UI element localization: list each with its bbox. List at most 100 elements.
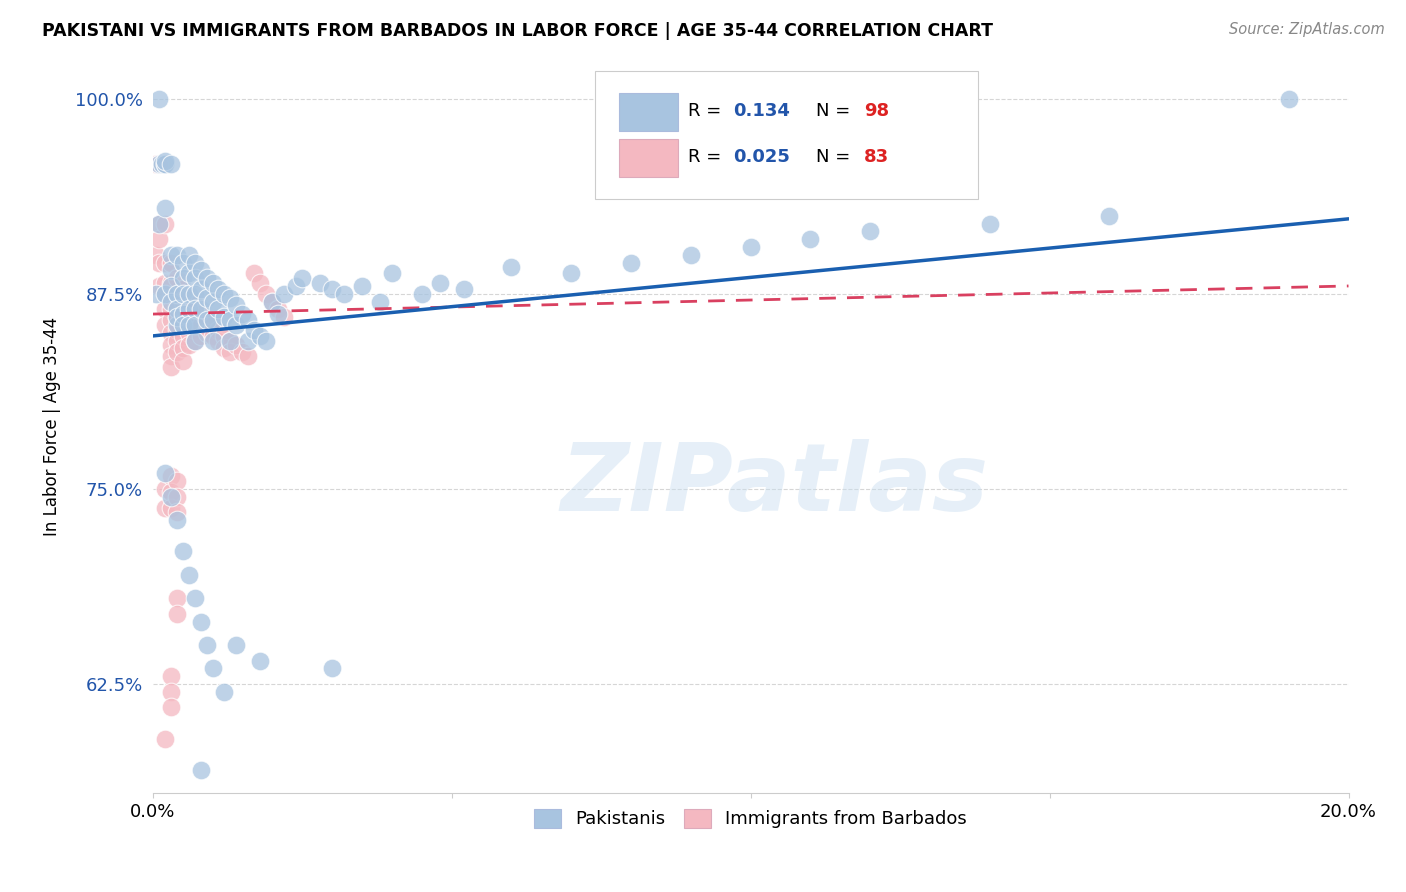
- Point: [183, 286, 205, 301]
- Point: [190, 282, 212, 296]
- Point: [190, 302, 212, 317]
- Point: [207, 282, 229, 296]
- Point: [159, 338, 181, 352]
- Point: [859, 224, 882, 238]
- Point: [177, 326, 200, 340]
- Point: [159, 302, 181, 317]
- Point: [166, 505, 188, 519]
- Point: [249, 329, 271, 343]
- Point: [153, 255, 176, 269]
- Point: [159, 157, 181, 171]
- Point: [243, 323, 266, 337]
- Point: [195, 638, 218, 652]
- Point: [172, 354, 194, 368]
- Point: [172, 342, 194, 356]
- Point: [219, 334, 242, 348]
- Text: 98: 98: [865, 102, 890, 120]
- Point: [177, 318, 200, 332]
- Point: [172, 544, 194, 558]
- Point: [166, 323, 188, 337]
- Point: [350, 279, 373, 293]
- Point: [153, 157, 176, 171]
- Point: [560, 267, 582, 281]
- Point: [254, 334, 277, 348]
- Point: [166, 513, 188, 527]
- Point: [153, 217, 176, 231]
- FancyBboxPatch shape: [619, 93, 678, 131]
- Point: [183, 334, 205, 348]
- Point: [159, 700, 181, 714]
- Point: [195, 271, 218, 285]
- Point: [453, 282, 475, 296]
- Point: [159, 292, 181, 306]
- Point: [183, 591, 205, 606]
- Point: [148, 255, 170, 269]
- Point: [273, 310, 295, 325]
- FancyBboxPatch shape: [595, 70, 977, 199]
- Point: [620, 255, 643, 269]
- Point: [145, 286, 167, 301]
- Point: [195, 326, 218, 340]
- Point: [225, 638, 247, 652]
- Point: [262, 294, 284, 309]
- Point: [201, 276, 224, 290]
- Point: [201, 334, 224, 348]
- Point: [201, 329, 224, 343]
- Point: [166, 318, 188, 332]
- Point: [195, 313, 218, 327]
- Point: [190, 318, 212, 332]
- Point: [150, 157, 173, 171]
- Text: R =: R =: [689, 102, 727, 120]
- Point: [799, 232, 821, 246]
- Point: [148, 217, 170, 231]
- Point: [1278, 92, 1301, 106]
- Point: [231, 344, 253, 359]
- Point: [159, 263, 181, 277]
- Point: [148, 279, 170, 293]
- Point: [153, 157, 176, 171]
- Point: [321, 661, 343, 675]
- Point: [159, 469, 181, 483]
- Point: [219, 292, 242, 306]
- Point: [214, 329, 236, 343]
- Point: [201, 661, 224, 675]
- Point: [177, 267, 200, 281]
- Point: [172, 318, 194, 332]
- Point: [183, 323, 205, 337]
- Point: [172, 282, 194, 296]
- Point: [145, 157, 167, 171]
- Point: [153, 467, 176, 481]
- Point: [1098, 209, 1121, 223]
- Point: [231, 307, 253, 321]
- Point: [368, 294, 391, 309]
- Text: 0.134: 0.134: [733, 102, 790, 120]
- Point: [159, 685, 181, 699]
- Point: [159, 276, 181, 290]
- Point: [429, 276, 451, 290]
- Point: [225, 338, 247, 352]
- Point: [150, 157, 173, 171]
- Text: N =: N =: [817, 102, 851, 120]
- Point: [159, 248, 181, 262]
- Point: [254, 286, 277, 301]
- Point: [166, 474, 188, 488]
- Point: [979, 217, 1001, 231]
- Point: [225, 318, 247, 332]
- Point: [273, 286, 295, 301]
- Point: [159, 500, 181, 515]
- Point: [159, 349, 181, 363]
- Point: [333, 286, 356, 301]
- Point: [172, 329, 194, 343]
- Point: [190, 329, 212, 343]
- Point: [190, 307, 212, 321]
- FancyBboxPatch shape: [619, 139, 678, 177]
- Point: [225, 298, 247, 312]
- Point: [214, 685, 236, 699]
- Point: [166, 591, 188, 606]
- Point: [166, 248, 188, 262]
- Point: [153, 154, 176, 169]
- Point: [148, 157, 170, 171]
- Point: [166, 298, 188, 312]
- Point: [159, 360, 181, 375]
- Point: [177, 313, 200, 327]
